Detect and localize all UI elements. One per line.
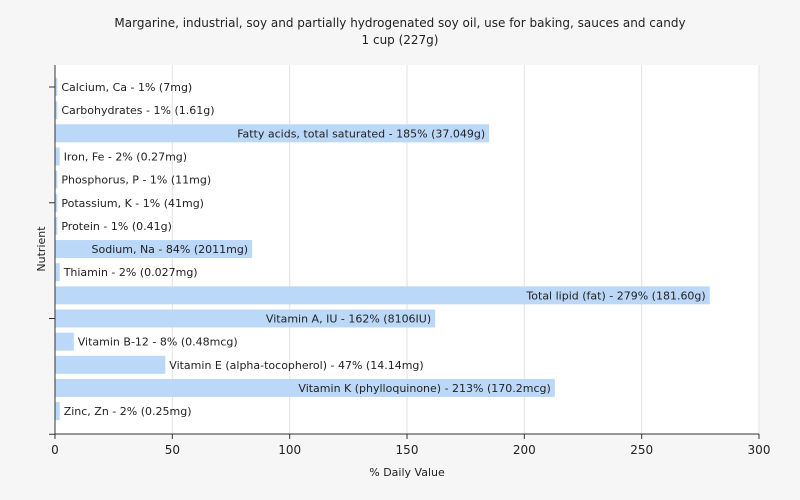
bar-label-5: Potassium, K - 1% (41mg) (61, 197, 204, 210)
bar-label-11: Vitamin B-12 - 8% (0.48mcg) (78, 336, 238, 349)
bar-label-8: Thiamin - 2% (0.027mg) (63, 266, 198, 279)
x-tick-label-6: 300 (748, 443, 771, 457)
bar-10 (55, 309, 436, 328)
x-tick-label-3: 150 (396, 443, 419, 457)
x-tick-label-1: 50 (165, 443, 180, 457)
bar-2 (55, 124, 490, 143)
bar-label-3: Iron, Fe - 2% (0.27mg) (64, 150, 187, 163)
x-tick-label-2: 100 (278, 443, 301, 457)
bar-label-4: Phosphorus, P - 1% (11mg) (61, 174, 211, 187)
bar-0 (55, 78, 58, 96)
bar-3 (55, 147, 60, 166)
bar-label-9: Total lipid (fat) - 279% (181.60g) (525, 289, 705, 302)
bar-7 (55, 240, 253, 259)
bar-label-10: Vitamin A, IU - 162% (8106IU) (266, 313, 431, 326)
bar-label-13: Vitamin K (phylloquinone) - 213% (170.2m… (298, 382, 550, 395)
bar-13 (55, 378, 555, 397)
bar-9 (55, 286, 710, 305)
y-axis-label: Nutrient (35, 226, 48, 272)
x-axis-label: % Daily Value (369, 466, 445, 479)
bar-8 (55, 263, 60, 282)
chart-subtitle: 1 cup (227g) (362, 33, 439, 47)
bar-12 (55, 355, 166, 374)
bar-5 (55, 193, 58, 212)
bar-label-0: Calcium, Ca - 1% (7mg) (61, 81, 192, 94)
bar-1 (55, 101, 58, 120)
bar-label-7: Sodium, Na - 84% (2011mg) (92, 243, 249, 256)
bar-label-12: Vitamin E (alpha-tocopherol) - 47% (14.1… (169, 359, 423, 372)
chart-title: Margarine, industrial, soy and partially… (114, 16, 685, 30)
bar-14 (55, 402, 60, 421)
bar-label-1: Carbohydrates - 1% (1.61g) (61, 104, 214, 117)
x-tick-label-4: 200 (513, 443, 536, 457)
bar-label-14: Zinc, Zn - 2% (0.25mg) (64, 405, 192, 418)
bar-label-2: Fatty acids, total saturated - 185% (37.… (237, 127, 485, 140)
bars: Calcium, Ca - 1% (7mg) Carbohydrates - 1%… (55, 78, 710, 421)
x-tick-label-0: 0 (51, 443, 59, 457)
x-tick-label-5: 250 (630, 443, 653, 457)
bar-label-6: Protein - 1% (0.41g) (61, 220, 172, 233)
bar-6 (55, 216, 58, 235)
bar-11 (55, 332, 74, 351)
axes: 0 50 100 150 200 250 300 (49, 65, 770, 457)
bar-4 (55, 170, 58, 189)
